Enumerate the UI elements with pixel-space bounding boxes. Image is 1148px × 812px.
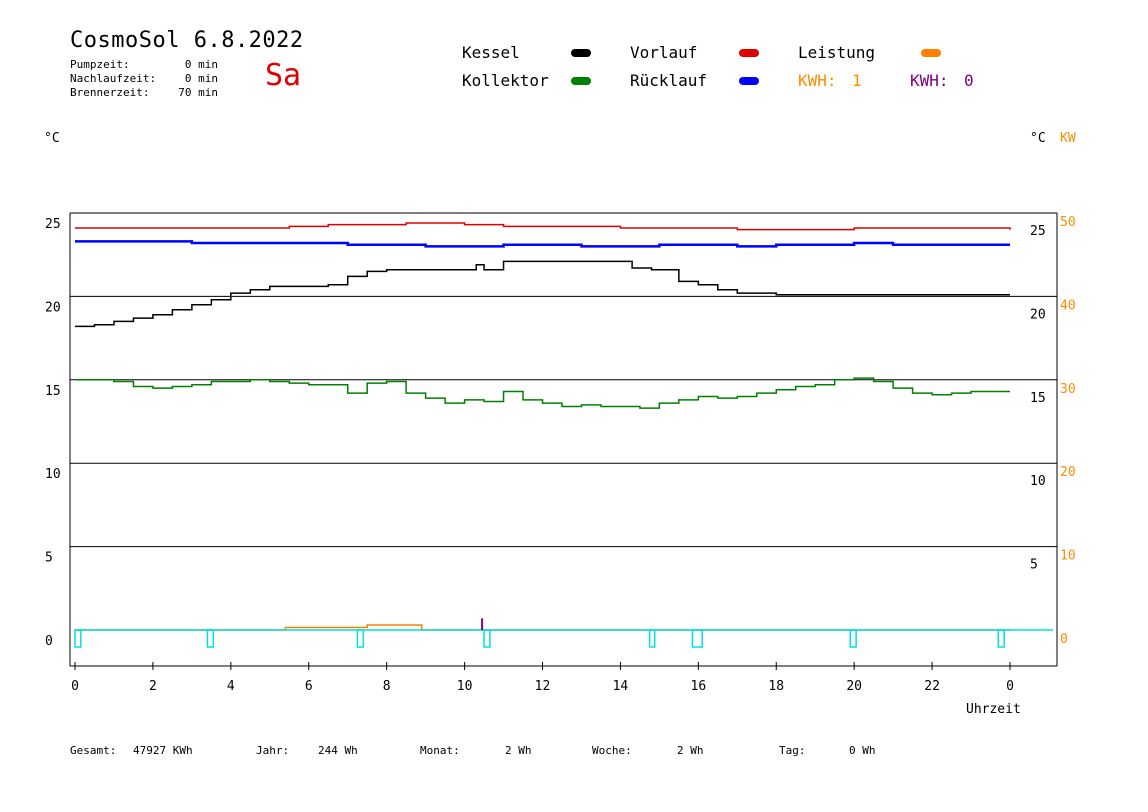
- series-leistung: [75, 624, 1010, 631]
- footer-woche-value: 2 Wh: [677, 744, 704, 757]
- footer-tag-value: 0 Wh: [849, 744, 876, 757]
- x-tick-8: 16: [691, 679, 707, 694]
- footer-woche-label: Woche:: [592, 744, 632, 757]
- y-kw-tick-40: 40: [1060, 298, 1076, 313]
- series-pumpe-pulse-0: [74, 629, 82, 648]
- y-kw-tick-20: 20: [1060, 465, 1076, 480]
- x-tick-5: 10: [457, 679, 473, 694]
- y-kw-tick-0: 0: [1060, 632, 1068, 647]
- series-pumpe-pulse-6: [849, 629, 857, 648]
- footer-jahr-label: Jahr:: [256, 744, 290, 757]
- y-right-tick-10: 10: [1030, 474, 1046, 489]
- x-tick-1: 2: [149, 679, 157, 694]
- x-tick-10: 20: [846, 679, 862, 694]
- stat-value-nachlaufzeit: 0 min: [184, 72, 218, 85]
- legend-swatch-vorlauf: [739, 49, 759, 57]
- stat-label-nachlaufzeit: Nachlaufzeit:: [70, 72, 157, 85]
- series-pumpe-pulse-4: [648, 629, 656, 648]
- series-pumpe-pulse-7: [997, 629, 1005, 648]
- footer-monat-value: 2 Wh: [505, 744, 532, 757]
- legend-swatch-kessel: [571, 49, 591, 57]
- y-left-tick-15: 15: [45, 384, 61, 399]
- y-right-tick-25: 25: [1030, 224, 1046, 239]
- footer-monat-label: Monat:: [420, 744, 460, 757]
- series-kessel: [75, 260, 1010, 328]
- y-left-tick-20: 20: [45, 300, 61, 315]
- footer-gesamt-label: Gesamt:: [70, 744, 117, 757]
- right-axis-unit: °C: [1030, 131, 1046, 146]
- x-tick-9: 18: [768, 679, 784, 694]
- x-tick-2: 4: [227, 679, 235, 694]
- legend-swatch-ruecklauf: [739, 77, 759, 85]
- legend-swatch-leistung: [921, 49, 941, 57]
- x-tick-12: 0: [1006, 679, 1014, 694]
- legend-label-leistung: Leistung: [798, 43, 876, 62]
- y-left-tick-10: 10: [45, 467, 61, 482]
- right-axis-unit-kw: KW: [1060, 131, 1076, 146]
- x-tick-0: 0: [71, 679, 79, 694]
- y-left-tick-0: 0: [45, 634, 53, 649]
- x-tick-7: 14: [613, 679, 629, 694]
- x-tick-11: 22: [924, 679, 940, 694]
- left-axis-unit: °C: [44, 131, 60, 146]
- footer-jahr-value: 244 Wh: [318, 744, 358, 757]
- kwh-value-1: 1: [852, 71, 862, 90]
- kwh-label-1: KWH:: [798, 71, 837, 90]
- legend-label-kessel: Kessel: [462, 43, 520, 62]
- kwh-label-0: KWH:: [910, 71, 949, 90]
- legend-label-vorlauf: Vorlauf: [630, 43, 698, 62]
- y-right-tick-5: 5: [1030, 558, 1038, 573]
- footer-gesamt-value: 47927 KWh: [133, 744, 193, 757]
- weekday-label: Sa: [265, 58, 302, 93]
- series-vorlauf: [75, 222, 1011, 231]
- legend-label-kollektor: Kollektor: [462, 71, 549, 90]
- series-pumpe-pulse-3: [483, 629, 491, 648]
- y-kw-tick-10: 10: [1060, 549, 1076, 564]
- kwh-value-0: 0: [964, 71, 974, 90]
- x-tick-3: 6: [305, 679, 313, 694]
- x-axis-label: Uhrzeit: [966, 702, 1021, 717]
- stat-value-pumpzeit: 0 min: [184, 58, 218, 71]
- y-right-tick-20: 20: [1030, 307, 1046, 322]
- series-pumpe-pulse-5: [691, 629, 703, 648]
- series-kollektor: [75, 377, 1010, 409]
- stat-value-brennerzeit: 70 min: [178, 86, 218, 99]
- y-kw-tick-30: 30: [1060, 382, 1076, 397]
- x-tick-6: 12: [535, 679, 551, 694]
- stat-label-pumpzeit: Pumpzeit:: [70, 58, 130, 71]
- footer-tag-label: Tag:: [779, 744, 806, 757]
- y-right-tick-15: 15: [1030, 391, 1046, 406]
- series-pumpe-pulse-2: [356, 629, 365, 648]
- legend-label-ruecklauf: Rücklauf: [630, 71, 708, 90]
- y-kw-tick-50: 50: [1060, 215, 1076, 230]
- x-tick-4: 8: [383, 679, 391, 694]
- chart-title: CosmoSol 6.8.2022: [70, 28, 304, 53]
- legend-swatch-kollektor: [571, 77, 591, 85]
- stat-label-brennerzeit: Brennerzeit:: [70, 86, 150, 99]
- series-pumpe-pulse-1: [206, 629, 215, 648]
- series-r-cklauf: [75, 240, 1010, 248]
- y-left-tick-25: 25: [45, 217, 61, 232]
- y-left-tick-5: 5: [45, 551, 53, 566]
